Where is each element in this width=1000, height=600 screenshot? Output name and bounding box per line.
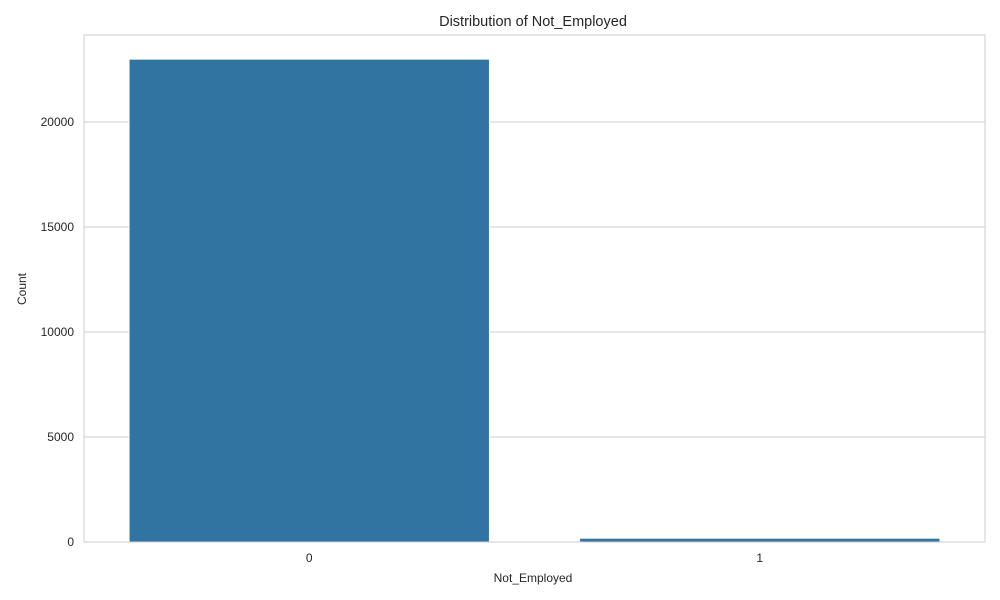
bars	[128, 58, 941, 543]
x-tick-label: 0	[306, 551, 313, 565]
x-axis-label: Not_Employed	[494, 571, 573, 585]
plot-frame	[83, 34, 986, 543]
y-tick-label: 10000	[41, 325, 75, 339]
y-tick-label: 20000	[41, 115, 75, 129]
y-axis: 0 5000 10000 15000 20000	[41, 115, 75, 549]
y-tick-label: 5000	[47, 430, 74, 444]
bar-1	[579, 537, 941, 543]
y-tick-label: 15000	[41, 220, 75, 234]
y-axis-label: Count	[15, 272, 29, 305]
y-tick-label: 0	[67, 535, 74, 549]
x-tick-label: 1	[756, 551, 763, 565]
chart-title: Distribution of Not_Employed	[439, 14, 627, 30]
bar-0	[128, 58, 490, 543]
